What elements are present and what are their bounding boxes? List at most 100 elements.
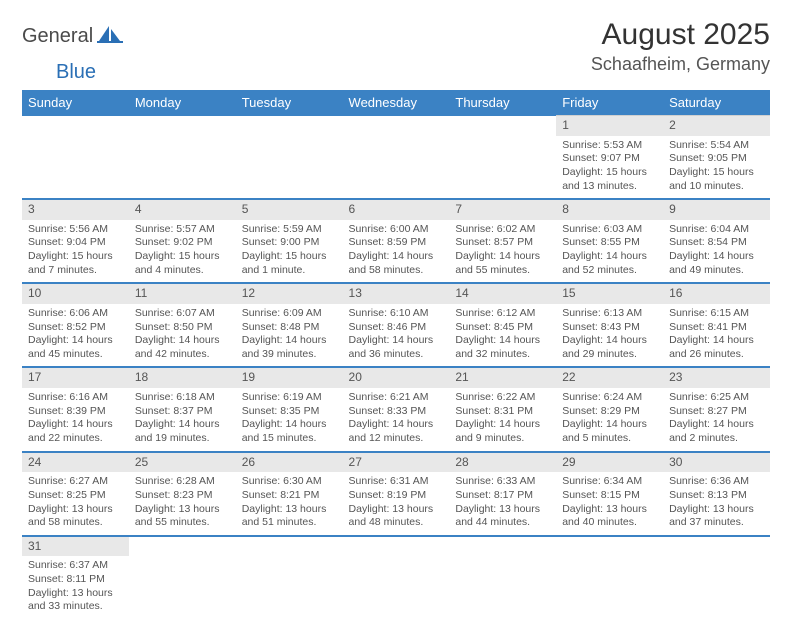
sunset-text: Sunset: 8:46 PM xyxy=(349,321,444,335)
daylight-text: Daylight: 15 hours and 10 minutes. xyxy=(669,166,764,193)
sunrise-text: Sunrise: 6:37 AM xyxy=(28,559,123,573)
day-number-cell: 1 xyxy=(556,116,663,136)
day-details-cell: Sunrise: 6:03 AMSunset: 8:55 PMDaylight:… xyxy=(556,220,663,284)
sunset-text: Sunset: 8:19 PM xyxy=(349,489,444,503)
daylight-text: Daylight: 14 hours and 36 minutes. xyxy=(349,334,444,361)
day-details-cell: Sunrise: 5:54 AMSunset: 9:05 PMDaylight:… xyxy=(663,136,770,200)
day-number-cell xyxy=(129,536,236,557)
day-number-cell: 24 xyxy=(22,452,129,473)
day-details-cell: Sunrise: 6:04 AMSunset: 8:54 PMDaylight:… xyxy=(663,220,770,284)
weekday-header: Friday xyxy=(556,90,663,116)
calendar-body: 12Sunrise: 5:53 AMSunset: 9:07 PMDayligh… xyxy=(22,116,770,619)
sunrise-text: Sunrise: 6:30 AM xyxy=(242,475,337,489)
sunset-text: Sunset: 8:35 PM xyxy=(242,405,337,419)
day-number-cell: 29 xyxy=(556,452,663,473)
day-number-cell xyxy=(236,116,343,136)
daylight-text: Daylight: 15 hours and 13 minutes. xyxy=(562,166,657,193)
month-title: August 2025 xyxy=(591,18,770,52)
sunset-text: Sunset: 8:33 PM xyxy=(349,405,444,419)
sunset-text: Sunset: 8:41 PM xyxy=(669,321,764,335)
sunset-text: Sunset: 9:02 PM xyxy=(135,236,230,250)
day-details-cell: Sunrise: 6:22 AMSunset: 8:31 PMDaylight:… xyxy=(449,388,556,452)
day-number-cell: 19 xyxy=(236,367,343,388)
day-number-cell xyxy=(343,536,450,557)
day-details-cell: Sunrise: 6:00 AMSunset: 8:59 PMDaylight:… xyxy=(343,220,450,284)
daylight-text: Daylight: 13 hours and 33 minutes. xyxy=(28,587,123,614)
weekday-header: Monday xyxy=(129,90,236,116)
day-number-cell: 14 xyxy=(449,283,556,304)
day-number-cell: 25 xyxy=(129,452,236,473)
sunset-text: Sunset: 8:29 PM xyxy=(562,405,657,419)
weekday-header-row: SundayMondayTuesdayWednesdayThursdayFrid… xyxy=(22,90,770,116)
weekday-header: Tuesday xyxy=(236,90,343,116)
day-details-cell: Sunrise: 6:34 AMSunset: 8:15 PMDaylight:… xyxy=(556,472,663,536)
daylight-text: Daylight: 14 hours and 26 minutes. xyxy=(669,334,764,361)
sunrise-text: Sunrise: 6:18 AM xyxy=(135,391,230,405)
day-details-cell: Sunrise: 6:31 AMSunset: 8:19 PMDaylight:… xyxy=(343,472,450,536)
sunset-text: Sunset: 8:37 PM xyxy=(135,405,230,419)
sunrise-text: Sunrise: 6:36 AM xyxy=(669,475,764,489)
day-number-cell: 11 xyxy=(129,283,236,304)
daylight-text: Daylight: 14 hours and 52 minutes. xyxy=(562,250,657,277)
daynum-row: 10111213141516 xyxy=(22,283,770,304)
day-number-cell: 26 xyxy=(236,452,343,473)
day-details-cell: Sunrise: 6:07 AMSunset: 8:50 PMDaylight:… xyxy=(129,304,236,368)
sunrise-text: Sunrise: 6:19 AM xyxy=(242,391,337,405)
sunset-text: Sunset: 8:11 PM xyxy=(28,573,123,587)
day-number-cell: 12 xyxy=(236,283,343,304)
daylight-text: Daylight: 14 hours and 55 minutes. xyxy=(455,250,550,277)
sunrise-text: Sunrise: 6:04 AM xyxy=(669,223,764,237)
day-details-cell: Sunrise: 6:09 AMSunset: 8:48 PMDaylight:… xyxy=(236,304,343,368)
details-row: Sunrise: 6:16 AMSunset: 8:39 PMDaylight:… xyxy=(22,388,770,452)
daylight-text: Daylight: 13 hours and 51 minutes. xyxy=(242,503,337,530)
daynum-row: 17181920212223 xyxy=(22,367,770,388)
daynum-row: 3456789 xyxy=(22,199,770,220)
daynum-row: 31 xyxy=(22,536,770,557)
sunrise-text: Sunrise: 6:33 AM xyxy=(455,475,550,489)
daylight-text: Daylight: 13 hours and 37 minutes. xyxy=(669,503,764,530)
sunrise-text: Sunrise: 6:28 AM xyxy=(135,475,230,489)
sunrise-text: Sunrise: 6:34 AM xyxy=(562,475,657,489)
daylight-text: Daylight: 14 hours and 15 minutes. xyxy=(242,418,337,445)
day-number-cell xyxy=(343,116,450,136)
sunrise-text: Sunrise: 6:25 AM xyxy=(669,391,764,405)
day-number-cell: 20 xyxy=(343,367,450,388)
day-number-cell: 17 xyxy=(22,367,129,388)
daynum-row: 12 xyxy=(22,116,770,136)
day-details-cell: Sunrise: 6:18 AMSunset: 8:37 PMDaylight:… xyxy=(129,388,236,452)
day-details-cell: Sunrise: 6:06 AMSunset: 8:52 PMDaylight:… xyxy=(22,304,129,368)
day-number-cell xyxy=(22,116,129,136)
sunrise-text: Sunrise: 6:00 AM xyxy=(349,223,444,237)
day-details-cell xyxy=(343,556,450,619)
day-details-cell: Sunrise: 6:36 AMSunset: 8:13 PMDaylight:… xyxy=(663,472,770,536)
daylight-text: Daylight: 13 hours and 40 minutes. xyxy=(562,503,657,530)
sunset-text: Sunset: 8:25 PM xyxy=(28,489,123,503)
sunset-text: Sunset: 8:15 PM xyxy=(562,489,657,503)
sunrise-text: Sunrise: 6:10 AM xyxy=(349,307,444,321)
sunset-text: Sunset: 8:21 PM xyxy=(242,489,337,503)
title-block: August 2025 Schaafheim, Germany xyxy=(591,18,770,75)
sunrise-text: Sunrise: 6:27 AM xyxy=(28,475,123,489)
logo: General xyxy=(22,18,125,49)
day-number-cell: 4 xyxy=(129,199,236,220)
sunset-text: Sunset: 8:31 PM xyxy=(455,405,550,419)
day-number-cell: 18 xyxy=(129,367,236,388)
day-details-cell xyxy=(663,556,770,619)
sunrise-text: Sunrise: 5:56 AM xyxy=(28,223,123,237)
day-details-cell: Sunrise: 6:24 AMSunset: 8:29 PMDaylight:… xyxy=(556,388,663,452)
day-number-cell: 9 xyxy=(663,199,770,220)
day-details-cell: Sunrise: 6:28 AMSunset: 8:23 PMDaylight:… xyxy=(129,472,236,536)
day-number-cell: 15 xyxy=(556,283,663,304)
weekday-header: Thursday xyxy=(449,90,556,116)
day-number-cell xyxy=(449,536,556,557)
details-row: Sunrise: 6:06 AMSunset: 8:52 PMDaylight:… xyxy=(22,304,770,368)
location: Schaafheim, Germany xyxy=(591,54,770,75)
daylight-text: Daylight: 14 hours and 19 minutes. xyxy=(135,418,230,445)
day-details-cell xyxy=(449,556,556,619)
daylight-text: Daylight: 14 hours and 39 minutes. xyxy=(242,334,337,361)
logo-text-general: General xyxy=(22,25,93,48)
sunrise-text: Sunrise: 6:16 AM xyxy=(28,391,123,405)
sunset-text: Sunset: 8:45 PM xyxy=(455,321,550,335)
day-number-cell: 31 xyxy=(22,536,129,557)
day-number-cell: 8 xyxy=(556,199,663,220)
